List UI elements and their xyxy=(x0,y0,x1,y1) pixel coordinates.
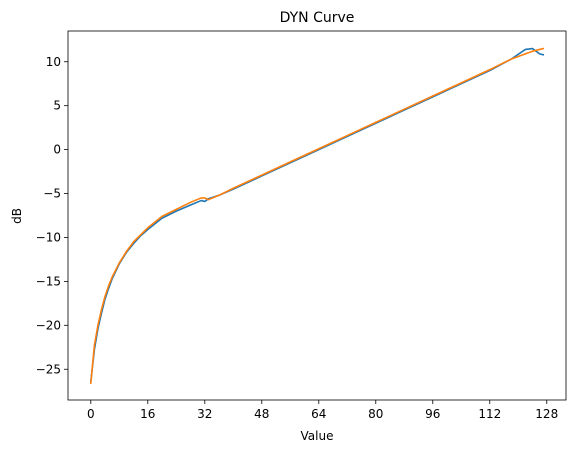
plot-area: 0 16 32 48 64 80 96 112 128 −25 −20 −15 −10 −5 0 5 10 xyxy=(36,30,567,421)
series-line-2 xyxy=(89,47,545,385)
y-tick-label-5: 5 xyxy=(53,99,61,113)
x-axis-label: Value xyxy=(301,429,334,443)
y-axis-label: dB xyxy=(10,208,24,224)
x-tick-label-112: 112 xyxy=(478,407,501,421)
x-tick-label-0: 0 xyxy=(87,407,95,421)
y-tick-label--15: −15 xyxy=(36,274,61,288)
x-tick-label-80: 80 xyxy=(368,407,383,421)
axes-frame xyxy=(67,30,567,401)
x-tick-label-48: 48 xyxy=(254,407,269,421)
y-tick-label-0: 0 xyxy=(53,143,61,157)
y-tick-label--10: −10 xyxy=(36,230,61,244)
y-tick-label--5: −5 xyxy=(43,187,61,201)
x-tick-label-64: 64 xyxy=(311,407,326,421)
chart-title: DYN Curve xyxy=(280,10,355,26)
y-tick-label--20: −20 xyxy=(36,318,61,332)
y-tick-label--25: −25 xyxy=(36,362,61,376)
x-tick-label-32: 32 xyxy=(197,407,212,421)
x-tick-label-16: 16 xyxy=(140,407,155,421)
x-tick-label-96: 96 xyxy=(425,407,440,421)
y-tick-label-10: 10 xyxy=(46,55,61,69)
x-tick-label-128: 128 xyxy=(535,407,558,421)
series-line-1 xyxy=(89,47,545,383)
